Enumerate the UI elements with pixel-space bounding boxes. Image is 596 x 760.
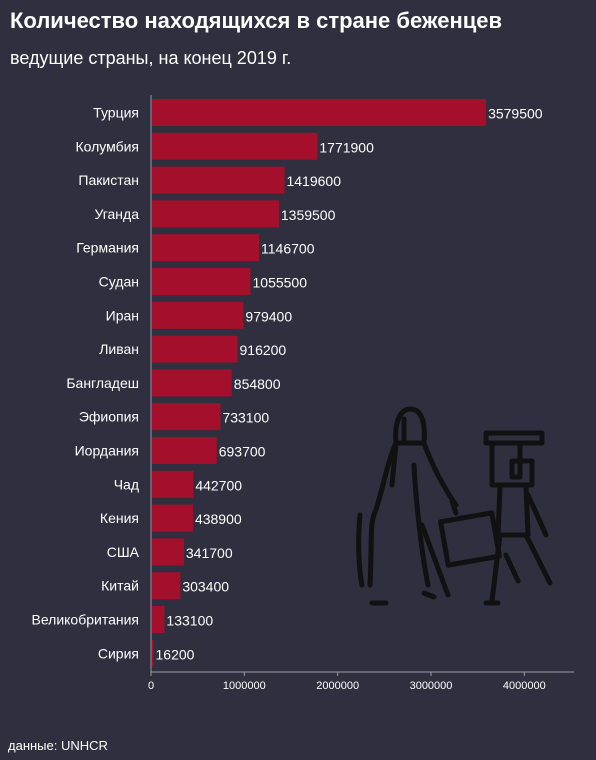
bar <box>152 369 232 397</box>
bar <box>152 606 165 633</box>
category-label: Пакистан <box>78 172 139 188</box>
x-tick-label: 3000000 <box>410 680 453 692</box>
value-label: 1055500 <box>253 275 308 291</box>
category-label: Турция <box>93 105 139 121</box>
bar <box>152 132 318 160</box>
data-source: данные: UNHCR <box>8 738 108 753</box>
bar <box>152 470 194 498</box>
category-label: Иордания <box>75 443 139 459</box>
value-label: 16200 <box>156 646 195 662</box>
value-label: 1146700 <box>261 241 315 257</box>
value-label: 916200 <box>240 342 287 358</box>
category-label: Уганда <box>94 206 139 222</box>
bar <box>152 166 285 194</box>
category-label: Эфиопия <box>79 409 139 425</box>
value-label: 1419600 <box>286 173 341 189</box>
category-label: Китай <box>101 578 139 594</box>
x-tick-label: 1000000 <box>223 680 266 692</box>
x-tick-label: 2000000 <box>316 680 359 692</box>
category-label: Судан <box>99 274 139 290</box>
value-label: 442700 <box>195 477 242 493</box>
category-label: Ливан <box>99 341 139 357</box>
bar <box>152 639 154 667</box>
bar <box>152 301 244 329</box>
x-tick-label: 0 <box>148 680 154 692</box>
bar <box>152 99 487 126</box>
value-label: 1771900 <box>319 139 374 155</box>
bar <box>152 538 184 566</box>
refugees-icon <box>356 406 553 606</box>
value-label: 733100 <box>222 410 269 426</box>
bar <box>152 335 238 363</box>
category-label: Иран <box>106 307 139 323</box>
value-label: 693700 <box>219 444 266 460</box>
bar <box>152 504 193 532</box>
category-label: Чад <box>114 476 139 492</box>
category-label: Колумбия <box>75 138 139 154</box>
chart-subtitle: ведущие страны, на конец 2019 г. <box>10 48 292 68</box>
bar <box>152 572 181 600</box>
bar <box>152 200 279 228</box>
bar <box>152 234 260 262</box>
chart-title: Количество находящихся в стране беженцев <box>10 8 503 33</box>
value-label: 979400 <box>245 308 292 324</box>
value-label: 303400 <box>182 579 229 595</box>
value-label: 133100 <box>166 613 213 629</box>
category-label: Германия <box>76 240 139 256</box>
bar <box>152 437 217 464</box>
value-label: 438900 <box>195 511 242 527</box>
value-label: 1359500 <box>281 207 336 223</box>
bar <box>152 268 251 295</box>
bar <box>152 403 221 431</box>
category-label: Великобритания <box>31 612 139 628</box>
bar-chart: Турция 3579500 Колумбия 1771900 Пакистан 1419… <box>31 95 574 692</box>
category-label: США <box>107 544 140 560</box>
category-label: Кения <box>100 510 139 526</box>
value-label: 3579500 <box>488 106 543 122</box>
value-label: 341700 <box>186 545 233 561</box>
value-label: 854800 <box>234 376 281 392</box>
category-label: Бангладеш <box>66 375 139 391</box>
category-label: Сирия <box>98 645 139 661</box>
x-tick-label: 4000000 <box>503 680 546 692</box>
